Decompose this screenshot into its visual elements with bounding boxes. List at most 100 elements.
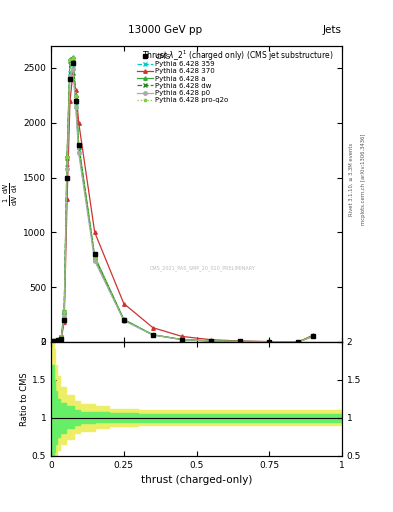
Pythia 6.428 370 (56, 337, 61, 344)
Pythia 6.428 p0 (71, 66, 75, 72)
Pythia 6.428 370 (73, 87, 78, 93)
Pythia 6.428 359 (76, 147, 81, 153)
Pythia 6.428 p0 (62, 312, 66, 318)
Pythia 6.428 370 (267, 338, 272, 345)
Pythia 6.428 dw (53, 337, 58, 344)
Y-axis label: $\frac{1}{\mathrm{d}N}\,\frac{\mathrm{d}N}{\mathrm{d}\lambda}$: $\frac{1}{\mathrm{d}N}\,\frac{\mathrm{d}… (2, 182, 20, 206)
Pythia 6.428 dw (50, 338, 55, 345)
Pythia 6.428 359 (151, 332, 155, 338)
Pythia 6.428 pro-q2o (121, 316, 126, 323)
CMS (267, 338, 272, 345)
Pythia 6.428 p0 (151, 332, 155, 338)
CMS (71, 59, 75, 66)
Pythia 6.428 p0 (68, 73, 72, 79)
Pythia 6.428 dw (296, 339, 301, 345)
Pythia 6.428 pro-q2o (267, 338, 272, 345)
Pythia 6.428 pro-q2o (76, 143, 81, 149)
Text: 13000 GeV pp: 13000 GeV pp (128, 25, 202, 35)
CMS (76, 142, 81, 148)
CMS (238, 338, 242, 345)
Pythia 6.428 pro-q2o (180, 336, 184, 343)
Pythia 6.428 370 (76, 120, 81, 126)
Legend: CMS, Pythia 6.428 359, Pythia 6.428 370, Pythia 6.428 a, Pythia 6.428 dw, Pythia: CMS, Pythia 6.428 359, Pythia 6.428 370,… (136, 53, 230, 105)
CMS (53, 338, 58, 344)
Pythia 6.428 a (71, 54, 75, 60)
Pythia 6.428 359 (209, 338, 213, 344)
Line: Pythia 6.428 a: Pythia 6.428 a (51, 55, 314, 344)
Pythia 6.428 370 (50, 338, 55, 345)
Pythia 6.428 359 (238, 338, 242, 345)
Pythia 6.428 a (62, 308, 66, 314)
Text: mcplots.cern.ch [arXiv:1306.3436]: mcplots.cern.ch [arXiv:1306.3436] (361, 134, 366, 225)
Pythia 6.428 370 (53, 338, 58, 344)
CMS (73, 98, 78, 104)
Pythia 6.428 dw (267, 338, 272, 345)
Pythia 6.428 370 (59, 335, 64, 342)
Pythia 6.428 pro-q2o (53, 337, 58, 344)
Pythia 6.428 370 (209, 336, 213, 343)
Pythia 6.428 pro-q2o (151, 332, 155, 338)
Pythia 6.428 359 (59, 334, 64, 340)
Pythia 6.428 p0 (209, 338, 213, 344)
Pythia 6.428 359 (56, 337, 61, 343)
Pythia 6.428 359 (73, 103, 78, 110)
Pythia 6.428 a (59, 334, 64, 340)
Pythia 6.428 dw (68, 58, 72, 65)
Pythia 6.428 a (73, 92, 78, 98)
Pythia 6.428 a (65, 153, 70, 159)
Pythia 6.428 dw (56, 336, 61, 343)
CMS (310, 333, 315, 339)
Pythia 6.428 p0 (238, 338, 242, 345)
Pythia 6.428 pro-q2o (92, 254, 97, 260)
Pythia 6.428 a (68, 56, 72, 62)
Pythia 6.428 dw (209, 338, 213, 344)
Pythia 6.428 p0 (267, 338, 272, 345)
Pythia 6.428 370 (296, 339, 301, 345)
Line: CMS: CMS (51, 61, 314, 344)
Pythia 6.428 dw (92, 254, 97, 261)
Y-axis label: Ratio to CMS: Ratio to CMS (20, 372, 29, 425)
CMS (209, 338, 213, 344)
Text: Thrust $\lambda\_2^1$ (charged only) (CMS jet substructure): Thrust $\lambda\_2^1$ (charged only) (CM… (142, 49, 333, 63)
Pythia 6.428 359 (296, 339, 301, 345)
Pythia 6.428 a (92, 253, 97, 260)
Pythia 6.428 pro-q2o (50, 338, 55, 345)
Pythia 6.428 359 (65, 163, 70, 169)
Pythia 6.428 a (121, 316, 126, 323)
Pythia 6.428 359 (310, 333, 315, 339)
Pythia 6.428 a (180, 336, 184, 343)
Pythia 6.428 359 (92, 257, 97, 263)
Pythia 6.428 p0 (76, 151, 81, 157)
Pythia 6.428 p0 (53, 337, 58, 344)
Pythia 6.428 dw (73, 95, 78, 101)
Pythia 6.428 a (53, 337, 58, 344)
Pythia 6.428 370 (71, 70, 75, 76)
Pythia 6.428 dw (62, 309, 66, 315)
Pythia 6.428 dw (71, 56, 75, 62)
Pythia 6.428 pro-q2o (71, 55, 75, 61)
Pythia 6.428 p0 (121, 317, 126, 324)
Line: Pythia 6.428 p0: Pythia 6.428 p0 (51, 68, 314, 344)
Pythia 6.428 370 (92, 229, 97, 236)
Line: Pythia 6.428 dw: Pythia 6.428 dw (51, 57, 314, 344)
Pythia 6.428 pro-q2o (73, 93, 78, 99)
Pythia 6.428 370 (121, 301, 126, 307)
Pythia 6.428 a (76, 142, 81, 148)
Pythia 6.428 a (238, 338, 242, 345)
Pythia 6.428 a (209, 338, 213, 344)
Pythia 6.428 dw (121, 317, 126, 323)
Pythia 6.428 p0 (56, 337, 61, 343)
Pythia 6.428 p0 (92, 258, 97, 264)
Pythia 6.428 370 (62, 319, 66, 325)
Pythia 6.428 pro-q2o (56, 337, 61, 343)
Pythia 6.428 pro-q2o (68, 57, 72, 63)
Line: Pythia 6.428 359: Pythia 6.428 359 (51, 66, 314, 344)
Pythia 6.428 359 (68, 70, 72, 76)
CMS (56, 337, 61, 344)
Pythia 6.428 359 (71, 65, 75, 71)
Pythia 6.428 pro-q2o (296, 339, 301, 345)
Text: Rivet 3.1.10, ≥ 3.3M events: Rivet 3.1.10, ≥ 3.3M events (349, 142, 354, 216)
Pythia 6.428 p0 (50, 338, 55, 345)
Pythia 6.428 p0 (73, 104, 78, 111)
Pythia 6.428 dw (59, 334, 64, 340)
